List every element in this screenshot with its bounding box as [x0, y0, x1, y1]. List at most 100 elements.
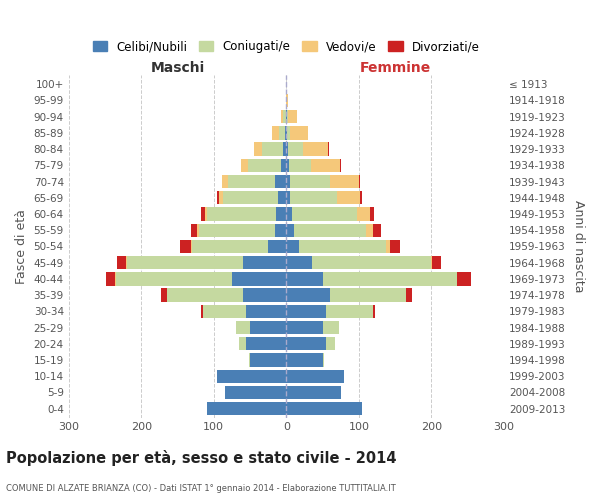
- Bar: [337, 191, 361, 204]
- Bar: [286, 110, 287, 124]
- Bar: [250, 354, 286, 366]
- Bar: [373, 304, 375, 318]
- Bar: [217, 191, 219, 204]
- Bar: [290, 126, 308, 140]
- Bar: [290, 191, 337, 204]
- Bar: [197, 224, 199, 237]
- Bar: [286, 272, 323, 285]
- Bar: [116, 272, 232, 285]
- Bar: [191, 240, 192, 253]
- Text: Popolazione per età, sesso e stato civile - 2014: Popolazione per età, sesso e stato civil…: [6, 450, 397, 466]
- Bar: [268, 240, 286, 253]
- Bar: [228, 175, 275, 188]
- Bar: [457, 272, 471, 285]
- Bar: [311, 256, 431, 270]
- Y-axis label: Anni di nascita: Anni di nascita: [572, 200, 585, 292]
- Bar: [285, 126, 286, 140]
- Bar: [199, 224, 275, 237]
- Bar: [286, 175, 290, 188]
- Bar: [254, 142, 262, 156]
- Bar: [287, 126, 290, 140]
- Bar: [326, 337, 335, 350]
- Bar: [289, 142, 303, 156]
- Bar: [287, 110, 289, 124]
- Bar: [386, 240, 390, 253]
- Bar: [247, 304, 286, 318]
- Bar: [303, 142, 328, 156]
- Bar: [366, 224, 373, 237]
- Bar: [126, 256, 127, 270]
- Bar: [206, 402, 286, 415]
- Bar: [289, 158, 311, 172]
- Bar: [243, 288, 286, 302]
- Bar: [330, 175, 359, 188]
- Bar: [202, 208, 205, 220]
- Bar: [205, 208, 207, 220]
- Bar: [167, 288, 243, 302]
- Bar: [406, 288, 412, 302]
- Bar: [248, 354, 250, 366]
- Legend: Celibi/Nubili, Coniugati/e, Vedovi/e, Divorziati/e: Celibi/Nubili, Coniugati/e, Vedovi/e, Di…: [92, 40, 480, 53]
- Bar: [283, 110, 286, 124]
- Bar: [207, 208, 276, 220]
- Bar: [293, 224, 366, 237]
- Bar: [338, 321, 339, 334]
- Bar: [224, 386, 286, 399]
- Bar: [281, 110, 283, 124]
- Text: Femmine: Femmine: [359, 62, 431, 76]
- Bar: [241, 158, 248, 172]
- Bar: [106, 272, 115, 285]
- Bar: [286, 321, 323, 334]
- Bar: [219, 191, 223, 204]
- Y-axis label: Fasce di età: Fasce di età: [15, 209, 28, 284]
- Bar: [243, 256, 286, 270]
- Bar: [232, 272, 286, 285]
- Bar: [281, 158, 286, 172]
- Bar: [286, 386, 341, 399]
- Bar: [236, 321, 250, 334]
- Bar: [286, 142, 289, 156]
- Bar: [286, 240, 299, 253]
- Bar: [286, 354, 323, 366]
- Bar: [192, 240, 268, 253]
- Bar: [286, 224, 293, 237]
- Bar: [290, 175, 330, 188]
- Bar: [286, 288, 330, 302]
- Bar: [283, 142, 286, 156]
- Bar: [272, 126, 279, 140]
- Bar: [223, 175, 228, 188]
- Bar: [292, 208, 358, 220]
- Bar: [286, 191, 290, 204]
- Bar: [286, 337, 326, 350]
- Bar: [117, 256, 126, 270]
- Bar: [217, 370, 286, 383]
- Bar: [311, 158, 340, 172]
- Bar: [323, 321, 338, 334]
- Bar: [326, 304, 373, 318]
- Bar: [330, 288, 406, 302]
- Bar: [203, 304, 247, 318]
- Bar: [286, 126, 287, 140]
- Bar: [370, 208, 374, 220]
- Bar: [286, 94, 288, 107]
- Bar: [286, 158, 289, 172]
- Bar: [432, 256, 441, 270]
- Bar: [202, 304, 203, 318]
- Bar: [299, 240, 386, 253]
- Bar: [247, 337, 286, 350]
- Bar: [286, 208, 292, 220]
- Bar: [279, 126, 285, 140]
- Bar: [286, 370, 344, 383]
- Bar: [248, 158, 281, 172]
- Text: COMUNE DI ALZATE BRIANZA (CO) - Dati ISTAT 1° gennaio 2014 - Elaborazione TUTTIT: COMUNE DI ALZATE BRIANZA (CO) - Dati IST…: [6, 484, 396, 493]
- Bar: [390, 240, 400, 253]
- Bar: [181, 240, 191, 253]
- Bar: [191, 224, 197, 237]
- Bar: [115, 272, 116, 285]
- Bar: [275, 224, 286, 237]
- Bar: [328, 142, 329, 156]
- Bar: [161, 288, 167, 302]
- Bar: [340, 158, 341, 172]
- Bar: [127, 256, 243, 270]
- Bar: [286, 402, 362, 415]
